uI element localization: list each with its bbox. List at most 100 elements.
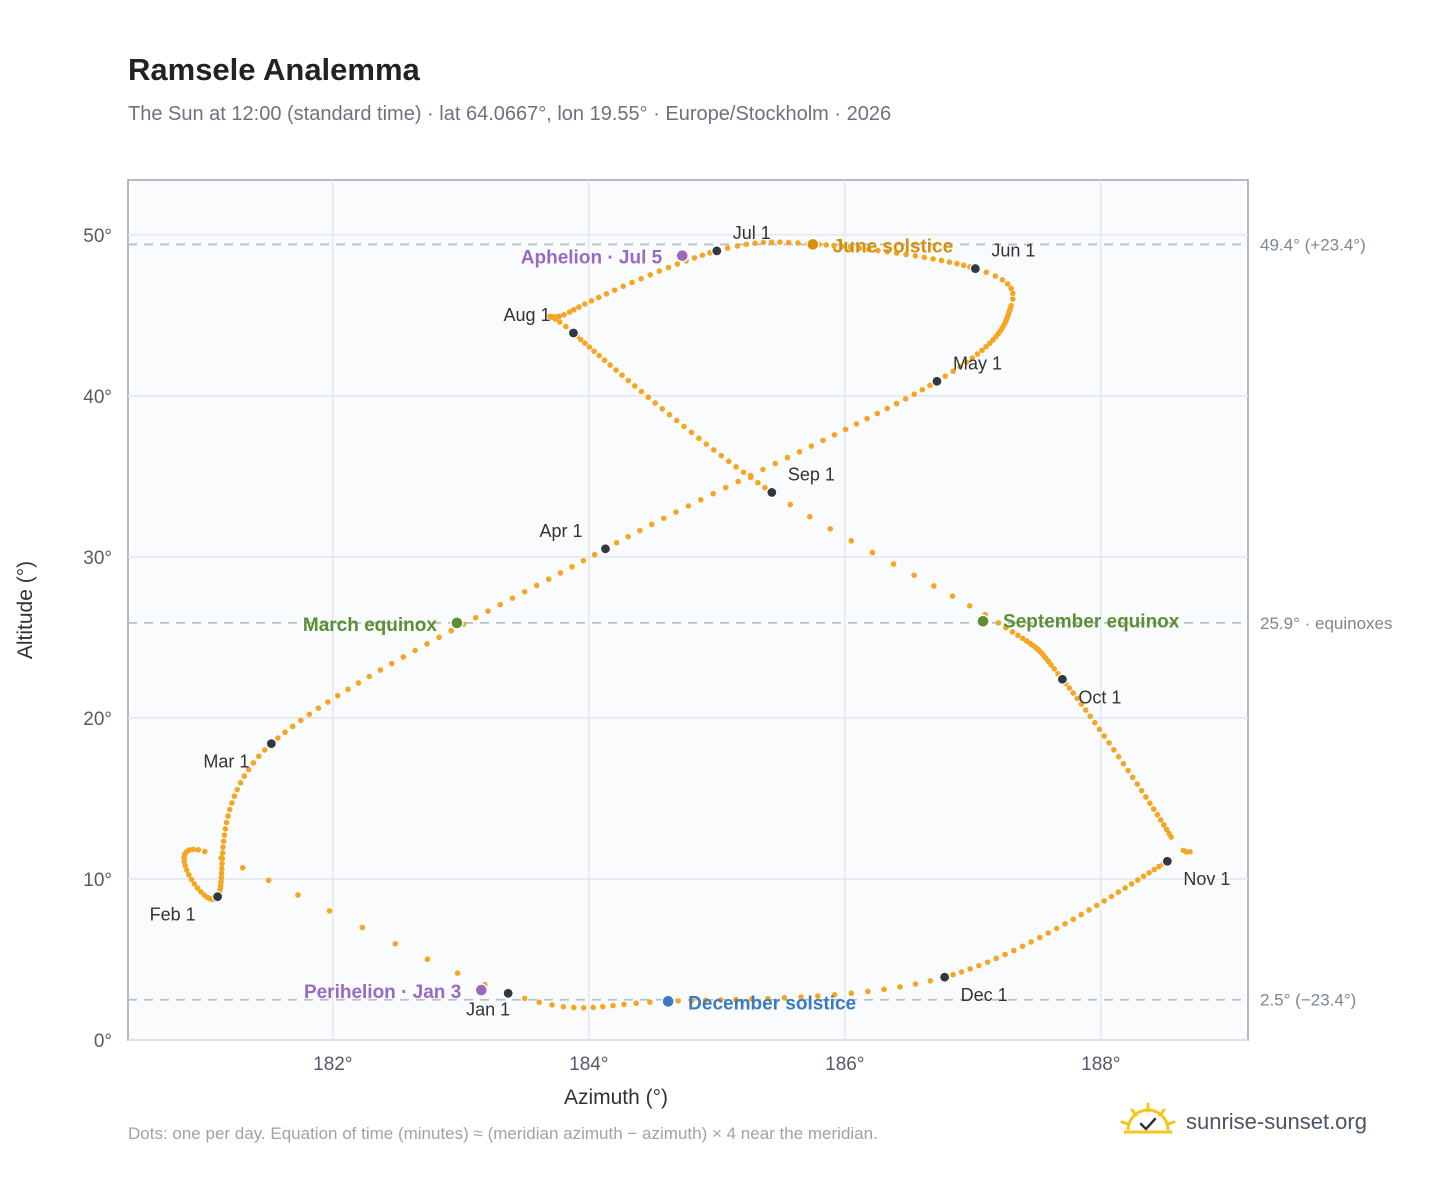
daily-sun-dot bbox=[734, 243, 741, 249]
event-marker-dot bbox=[474, 983, 488, 997]
daily-sun-dot bbox=[942, 373, 949, 379]
daily-sun-dot bbox=[984, 959, 991, 965]
daily-sun-dot bbox=[1004, 281, 1011, 287]
daily-sun-dot bbox=[733, 996, 739, 1003]
daily-sun-dot bbox=[912, 253, 919, 259]
daily-sun-dot bbox=[400, 654, 407, 660]
daily-sun-dot bbox=[569, 563, 575, 570]
daily-sun-dot bbox=[647, 272, 654, 278]
daily-sun-dot bbox=[181, 858, 188, 865]
daily-sun-dot bbox=[183, 867, 190, 873]
month-marker-label: Jun 1 bbox=[991, 241, 1035, 261]
daily-sun-dot bbox=[1019, 943, 1026, 950]
daily-sun-dot bbox=[1122, 885, 1128, 891]
daily-sun-dot bbox=[1128, 881, 1135, 887]
y-tick-label: 40° bbox=[83, 387, 112, 408]
month-marker-label: Jan 1 bbox=[466, 999, 510, 1019]
daily-sun-dot bbox=[448, 627, 455, 634]
sunrise-icon bbox=[1120, 1102, 1176, 1134]
daily-sun-dot bbox=[219, 865, 225, 872]
daily-sun-dot bbox=[1086, 907, 1092, 913]
daily-sun-dot bbox=[827, 526, 834, 532]
daily-sun-dot bbox=[275, 735, 281, 741]
daily-sun-dot bbox=[675, 998, 681, 1004]
event-marker-dot bbox=[806, 237, 820, 252]
daily-sun-dot bbox=[297, 717, 304, 724]
daily-sun-dot bbox=[1150, 806, 1157, 812]
daily-sun-dot bbox=[869, 549, 876, 556]
daily-sun-dot bbox=[740, 469, 747, 476]
daily-sun-dot bbox=[875, 247, 881, 254]
daily-sun-dot bbox=[760, 466, 766, 473]
reference-line-label: 2.5° (−23.4°) bbox=[1260, 991, 1356, 1010]
daily-sun-dot bbox=[586, 344, 593, 350]
month-marker-label: Apr 1 bbox=[539, 521, 582, 541]
daily-sun-dot bbox=[688, 997, 695, 1004]
daily-sun-dot bbox=[1143, 794, 1149, 800]
daily-sun-dot bbox=[1028, 939, 1034, 945]
daily-sun-dot bbox=[762, 484, 768, 491]
daily-sun-dot bbox=[717, 997, 724, 1003]
x-tick-label: 182° bbox=[313, 1054, 352, 1075]
daily-sun-dot bbox=[1111, 746, 1117, 753]
daily-sun-dot bbox=[798, 994, 804, 1000]
month-marker-dot bbox=[212, 891, 224, 903]
daily-sun-dot bbox=[582, 301, 588, 307]
daily-sun-dot bbox=[601, 357, 608, 363]
daily-sun-dot bbox=[219, 855, 226, 862]
daily-sun-dot bbox=[392, 940, 399, 947]
x-axis-label: Azimuth (°) bbox=[564, 1086, 668, 1109]
daily-sun-dot bbox=[306, 711, 313, 718]
daily-sun-dot bbox=[785, 239, 792, 246]
event-marker-label: September equinox bbox=[1003, 611, 1180, 632]
daily-sun-dot bbox=[884, 248, 891, 255]
daily-sun-dot bbox=[1134, 877, 1141, 883]
chart-subtitle: The Sun at 12:00 (standard time) · lat 6… bbox=[128, 103, 892, 125]
daily-sun-dot bbox=[472, 614, 479, 621]
daily-sun-dot bbox=[1108, 893, 1115, 900]
daily-sun-dot bbox=[949, 593, 956, 599]
daily-sun-dot bbox=[853, 421, 860, 427]
month-marker-label: Oct 1 bbox=[1078, 687, 1121, 707]
daily-sun-dot bbox=[722, 484, 729, 491]
daily-sun-dot bbox=[911, 572, 917, 579]
daily-sun-dot bbox=[219, 860, 225, 867]
daily-sun-dot bbox=[220, 838, 227, 845]
daily-sun-dot bbox=[613, 367, 619, 373]
daily-sun-dot bbox=[1009, 629, 1016, 635]
daily-sun-dot bbox=[911, 391, 918, 398]
daily-sun-dot bbox=[1010, 290, 1016, 297]
daily-sun-dot bbox=[950, 368, 956, 375]
daily-sun-dot bbox=[582, 340, 588, 346]
daily-sun-dot bbox=[1093, 902, 1100, 909]
daily-sun-dot bbox=[902, 396, 909, 402]
daily-sun-dot bbox=[893, 250, 900, 256]
daily-sun-dot bbox=[919, 386, 926, 393]
daily-sun-dot bbox=[436, 634, 442, 641]
daily-sun-dot bbox=[223, 819, 230, 826]
daily-sun-dot bbox=[681, 423, 687, 430]
daily-sun-dot bbox=[600, 1003, 606, 1010]
daily-sun-dot bbox=[847, 244, 854, 251]
chart-title: Ramsele Analemma bbox=[128, 52, 420, 87]
daily-sun-dot bbox=[229, 800, 235, 806]
daily-sun-dot bbox=[1015, 632, 1021, 639]
daily-sun-dot bbox=[927, 978, 934, 984]
daily-sun-dot bbox=[1087, 713, 1094, 720]
daily-sun-dot bbox=[591, 348, 597, 354]
daily-sun-dot bbox=[1070, 690, 1076, 696]
daily-sun-dot bbox=[182, 862, 188, 869]
daily-sun-dot bbox=[295, 892, 301, 898]
daily-sun-dot bbox=[927, 382, 933, 389]
daily-sun-dot bbox=[1082, 707, 1089, 713]
brand[interactable]: sunrise-sunset.org bbox=[1120, 1102, 1367, 1142]
daily-sun-dot bbox=[595, 294, 602, 301]
daily-sun-dot bbox=[958, 969, 965, 975]
daily-sun-dot bbox=[629, 279, 635, 286]
month-marker-label: Dec 1 bbox=[961, 985, 1008, 1005]
daily-sun-dot bbox=[596, 352, 602, 359]
daily-sun-dot bbox=[590, 1004, 596, 1011]
y-axis-label: Altitude (°) bbox=[14, 561, 37, 659]
daily-sun-dot bbox=[603, 291, 610, 297]
daily-sun-dot bbox=[580, 557, 587, 564]
